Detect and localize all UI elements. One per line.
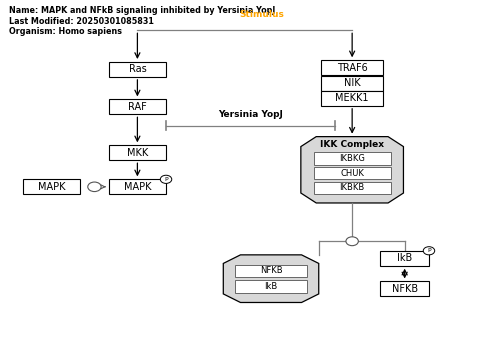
Text: MAPK: MAPK [38, 182, 65, 192]
Text: P: P [427, 248, 431, 253]
Text: MEKK1: MEKK1 [336, 93, 369, 103]
FancyBboxPatch shape [109, 145, 166, 160]
Polygon shape [301, 137, 404, 203]
FancyBboxPatch shape [380, 281, 429, 296]
Text: Last Modified: 20250301085831: Last Modified: 20250301085831 [9, 17, 154, 26]
Text: CHUK: CHUK [340, 169, 364, 178]
FancyBboxPatch shape [313, 182, 391, 194]
Circle shape [423, 247, 435, 255]
Text: Stimulus: Stimulus [239, 10, 284, 19]
Circle shape [88, 182, 101, 192]
Circle shape [346, 237, 359, 246]
Text: IKK Complex: IKK Complex [320, 140, 384, 149]
FancyBboxPatch shape [321, 91, 383, 106]
Text: TRAF6: TRAF6 [337, 63, 368, 73]
Text: NFKB: NFKB [392, 284, 418, 294]
FancyBboxPatch shape [321, 60, 383, 75]
Text: Ras: Ras [129, 64, 146, 74]
Text: IkB: IkB [264, 282, 277, 291]
FancyBboxPatch shape [109, 99, 166, 114]
FancyBboxPatch shape [380, 251, 429, 266]
Polygon shape [223, 255, 319, 303]
FancyBboxPatch shape [321, 75, 383, 91]
FancyBboxPatch shape [23, 179, 80, 194]
FancyBboxPatch shape [235, 265, 307, 277]
FancyBboxPatch shape [313, 152, 391, 165]
Text: Name: MAPK and NFkB signaling inhibited by Yersinia YopJ: Name: MAPK and NFkB signaling inhibited … [9, 7, 275, 15]
Text: IKBKG: IKBKG [339, 154, 365, 163]
Text: P: P [164, 177, 168, 182]
FancyBboxPatch shape [235, 280, 307, 293]
Text: NIK: NIK [344, 78, 360, 88]
Text: Yersinia YopJ: Yersinia YopJ [218, 110, 283, 119]
Text: NFKB: NFKB [260, 267, 282, 275]
Text: IkB: IkB [397, 253, 412, 263]
FancyBboxPatch shape [109, 179, 166, 194]
Text: Organism: Homo sapiens: Organism: Homo sapiens [9, 27, 121, 36]
Text: IKBKB: IKBKB [339, 183, 365, 192]
Text: MAPK: MAPK [124, 182, 151, 192]
FancyBboxPatch shape [109, 62, 166, 77]
Text: MKK: MKK [127, 148, 148, 158]
Text: RAF: RAF [128, 102, 147, 112]
Circle shape [160, 175, 172, 184]
FancyBboxPatch shape [313, 167, 391, 179]
